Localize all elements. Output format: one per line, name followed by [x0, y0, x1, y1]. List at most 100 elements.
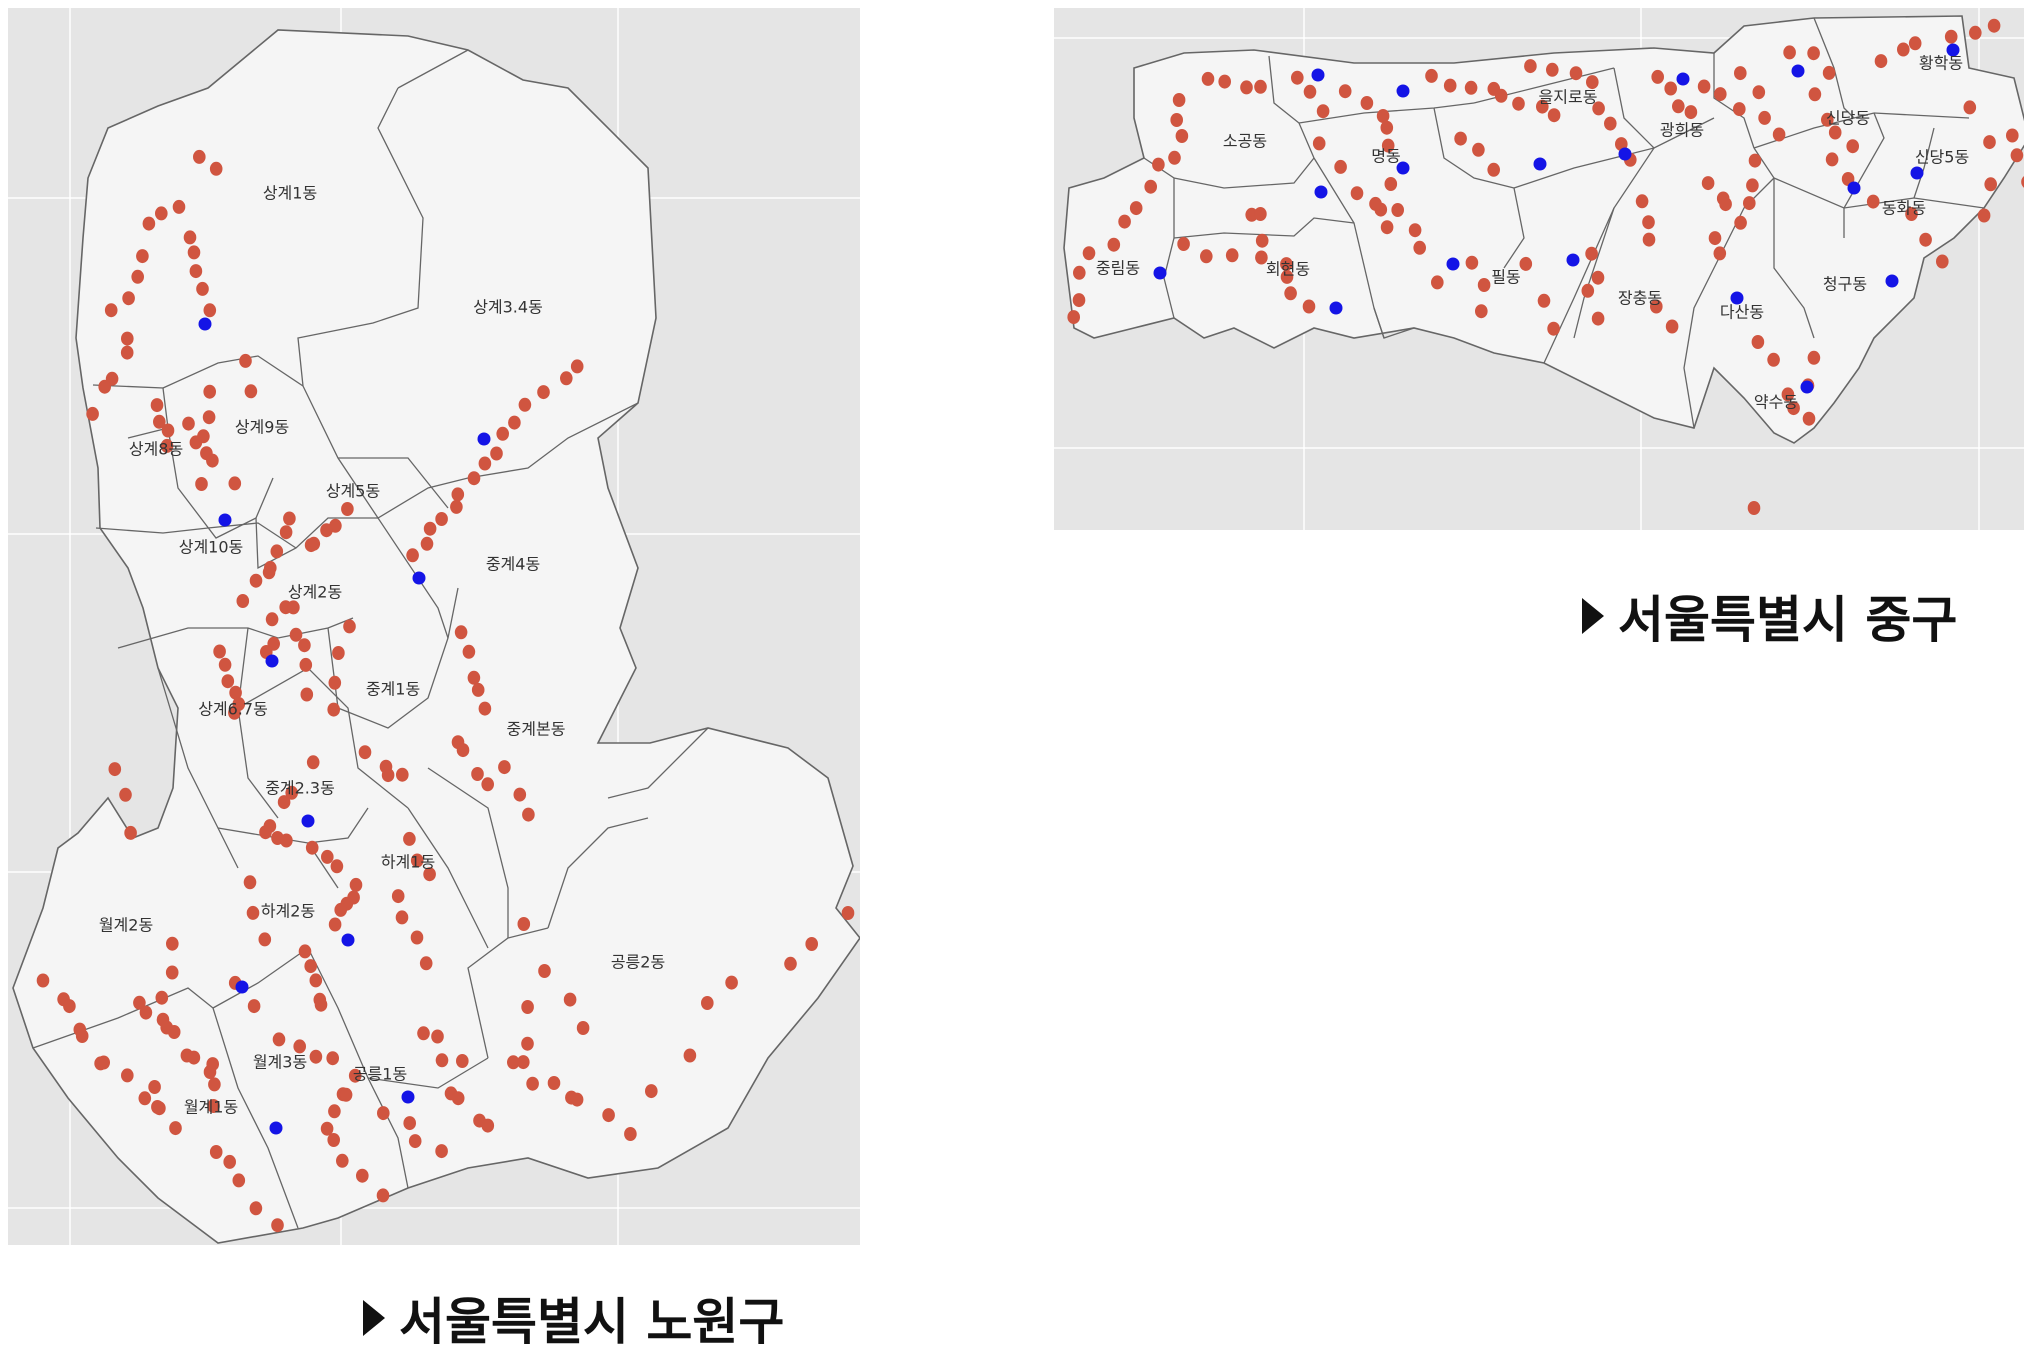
- point-red: [138, 1091, 152, 1106]
- point-red: [1651, 69, 1664, 84]
- point-red: [187, 1050, 201, 1065]
- region-label: 상계5동: [326, 482, 380, 501]
- point-red: [277, 795, 291, 810]
- dong-border: [92, 384, 169, 439]
- region-label: 월계1동: [184, 1098, 238, 1117]
- point-red: [1672, 99, 1685, 114]
- dong-border: [407, 807, 489, 949]
- point-red: [1846, 139, 1859, 154]
- point-red: [1866, 194, 1880, 209]
- point-red: [1384, 177, 1398, 191]
- region-label: 중계본동: [507, 720, 566, 739]
- region-label: 공릉2동: [611, 953, 665, 972]
- dong-border: [162, 355, 304, 389]
- point-red: [321, 849, 334, 864]
- point-red: [320, 1121, 334, 1136]
- point-red: [1569, 66, 1583, 81]
- point-red: [508, 415, 521, 430]
- point-red: [189, 264, 203, 279]
- point-red: [1547, 321, 1560, 336]
- point-red: [1537, 293, 1551, 308]
- region-label: 중림동: [1096, 259, 1140, 278]
- point-red: [166, 936, 179, 951]
- junggu-map-panel: 황학동 을지로동 광희동 신당동 소공동 명동 신당5동 동화동 중림동 회현동 필동 장충동 다산동 청…: [1054, 8, 2024, 530]
- point-red: [207, 1099, 220, 1113]
- point-red: [538, 964, 551, 978]
- point-red: [172, 199, 186, 214]
- point-red: [481, 777, 495, 792]
- point-red: [1107, 237, 1121, 252]
- point-red: [1284, 286, 1297, 301]
- point-red: [124, 825, 137, 840]
- point-red: [285, 785, 299, 800]
- point-blue: [477, 432, 491, 446]
- point-red: [518, 397, 532, 412]
- point-red: [1312, 136, 1326, 151]
- point-red: [209, 1145, 223, 1159]
- point-red: [305, 840, 319, 855]
- point-blue: [412, 571, 426, 585]
- point-red: [218, 657, 232, 672]
- point-blue: [1618, 147, 1632, 161]
- point-red: [1908, 36, 1922, 51]
- point-red: [1082, 246, 1096, 261]
- point-blue: [1946, 43, 1960, 57]
- dong-border: [327, 587, 459, 729]
- point-red: [1758, 110, 1771, 125]
- point-red: [193, 149, 206, 164]
- point-red: [471, 682, 485, 697]
- dong-border: [547, 817, 649, 929]
- point-red: [1642, 232, 1656, 247]
- point-red: [280, 833, 293, 848]
- point-red: [63, 999, 76, 1014]
- point-red: [121, 331, 134, 346]
- point-red: [169, 1121, 182, 1136]
- point-red: [150, 398, 164, 413]
- dong-border: [1813, 17, 1855, 119]
- point-red: [1177, 237, 1190, 251]
- point-red: [1254, 207, 1267, 221]
- region-label: 소공동: [1223, 132, 1267, 151]
- region-label: 하계2동: [261, 902, 315, 921]
- point-red: [108, 762, 122, 777]
- point-blue: [1730, 291, 1744, 305]
- point-red: [304, 538, 318, 553]
- point-red: [1477, 278, 1491, 292]
- point-blue: [1885, 274, 1899, 288]
- region-label: 다산동: [1720, 303, 1764, 322]
- dong-border: [1543, 207, 1615, 364]
- dong-border: [237, 667, 409, 809]
- point-red: [490, 446, 503, 461]
- point-red: [1767, 352, 1780, 367]
- point-red: [403, 1116, 417, 1131]
- point-red: [1919, 232, 1932, 247]
- point-red: [423, 867, 436, 882]
- point-red: [202, 410, 216, 425]
- point-red: [396, 767, 409, 782]
- point-red: [306, 755, 320, 770]
- point-red: [1280, 269, 1294, 284]
- point-red: [507, 1055, 520, 1070]
- point-red: [1255, 233, 1269, 248]
- point-red: [327, 702, 341, 717]
- dong-border: [607, 727, 709, 799]
- point-red: [339, 1087, 353, 1102]
- point-red: [289, 627, 303, 642]
- point-red: [304, 959, 318, 974]
- point-red: [784, 956, 797, 971]
- point-red: [1713, 246, 1727, 261]
- dong-border: [1268, 55, 1315, 159]
- point-red: [683, 1048, 697, 1063]
- point-red: [1719, 197, 1732, 212]
- point-red: [1168, 150, 1181, 165]
- point-red: [1200, 249, 1213, 264]
- district-outline: [12, 29, 860, 1244]
- region-label: 장충동: [1618, 289, 1662, 308]
- point-red: [336, 1153, 349, 1168]
- point-red: [481, 1118, 495, 1133]
- point-red: [2010, 148, 2024, 163]
- point-red: [1897, 42, 1910, 57]
- point-blue: [1311, 68, 1325, 82]
- region-label: 상계9동: [235, 418, 289, 437]
